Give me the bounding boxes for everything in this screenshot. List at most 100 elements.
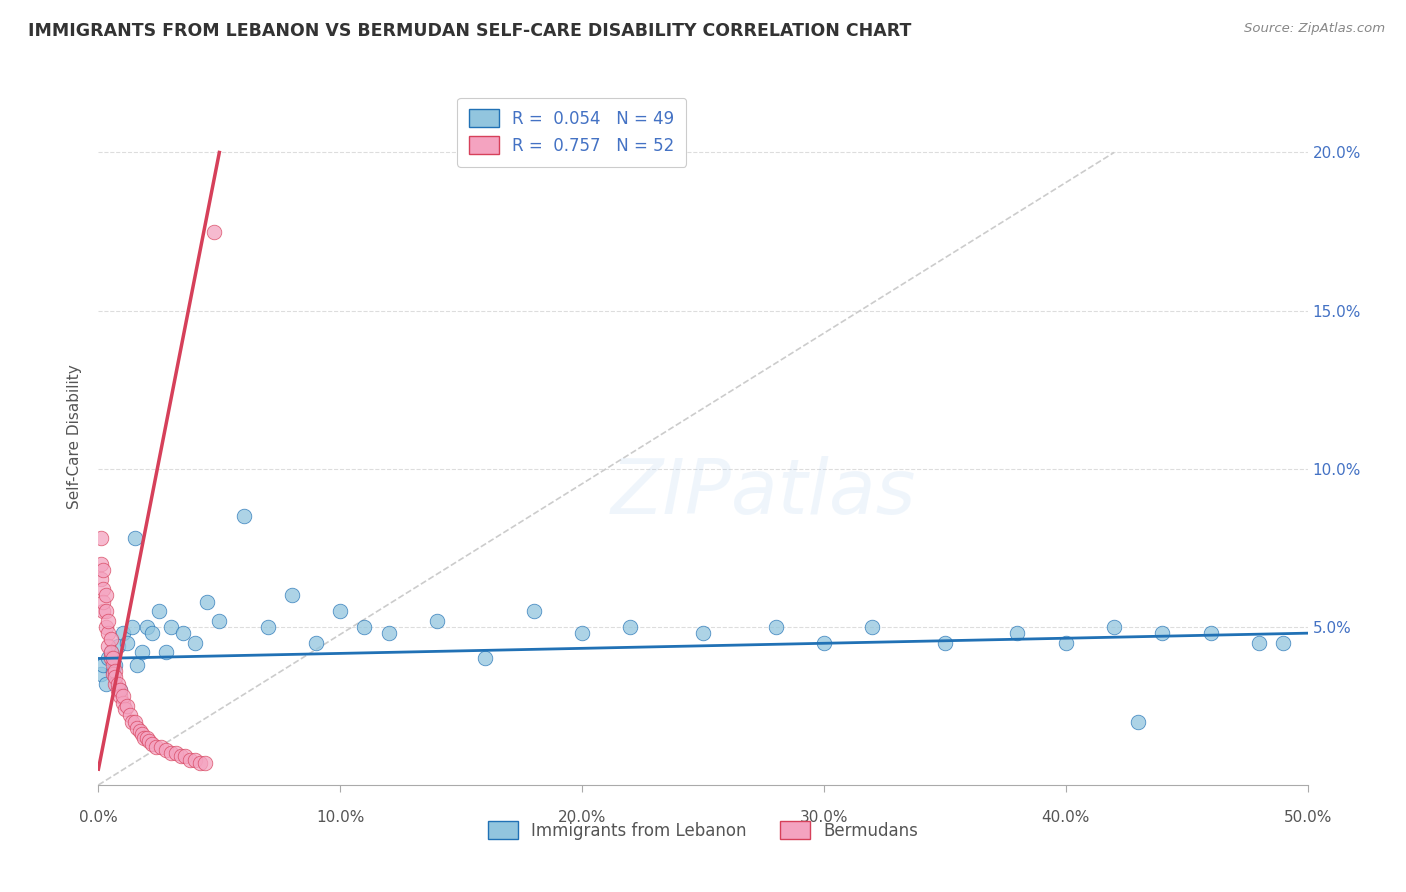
Point <box>813 635 835 649</box>
Text: Source: ZipAtlas.com: Source: ZipAtlas.com <box>1244 22 1385 36</box>
Point <box>174 749 197 764</box>
Point <box>232 509 254 524</box>
Point <box>127 721 149 735</box>
Point <box>121 714 143 729</box>
Text: ZIPatlas: ZIPatlas <box>610 456 917 530</box>
Text: 30.0%: 30.0% <box>800 810 848 825</box>
Point <box>1128 714 1150 729</box>
Point <box>100 632 122 647</box>
Point <box>107 683 129 698</box>
Point <box>135 731 157 745</box>
Point <box>131 727 153 741</box>
Point <box>90 531 112 545</box>
Point <box>134 731 156 745</box>
Point <box>165 747 187 761</box>
Point <box>305 635 328 649</box>
Point <box>155 645 177 659</box>
Point <box>160 747 183 761</box>
Point <box>107 639 129 653</box>
Point <box>94 677 117 691</box>
Point <box>97 626 120 640</box>
Point <box>108 690 131 704</box>
Point <box>150 739 173 754</box>
Point <box>765 620 787 634</box>
Point <box>160 620 183 634</box>
Point <box>100 645 122 659</box>
Point <box>934 635 956 649</box>
Point <box>91 604 114 618</box>
Point <box>131 645 153 659</box>
Point <box>184 635 207 649</box>
Point <box>101 651 124 665</box>
Point <box>138 733 160 747</box>
Point <box>377 626 399 640</box>
Point <box>111 626 134 640</box>
Point <box>91 582 114 596</box>
Point <box>426 614 449 628</box>
Point <box>104 664 127 678</box>
Point <box>94 588 117 602</box>
Point <box>90 667 112 681</box>
Point <box>97 614 120 628</box>
Point <box>90 557 112 571</box>
Point <box>91 594 114 608</box>
Point <box>121 620 143 634</box>
Point <box>571 626 593 640</box>
Point <box>179 753 201 767</box>
Point <box>194 756 217 770</box>
Point <box>1054 635 1077 649</box>
Text: 20.0%: 20.0% <box>558 810 606 825</box>
Point <box>124 531 146 545</box>
Point <box>118 708 141 723</box>
Point <box>128 724 150 739</box>
Point <box>188 756 211 770</box>
Point <box>124 714 146 729</box>
Point <box>169 749 191 764</box>
Point <box>474 651 496 665</box>
Point <box>101 657 124 672</box>
Point <box>195 594 218 608</box>
Point <box>97 651 120 665</box>
Point <box>90 573 112 587</box>
Point <box>184 753 207 767</box>
Point <box>148 604 170 618</box>
Point <box>91 563 114 577</box>
Point <box>104 677 127 691</box>
Point <box>204 225 226 239</box>
Point <box>107 677 129 691</box>
Y-axis label: Self-Care Disability: Self-Care Disability <box>67 365 83 509</box>
Text: 10.0%: 10.0% <box>316 810 364 825</box>
Point <box>108 683 131 698</box>
Point <box>1272 635 1295 649</box>
Point <box>108 683 131 698</box>
Text: 40.0%: 40.0% <box>1042 810 1090 825</box>
Text: IMMIGRANTS FROM LEBANON VS BERMUDAN SELF-CARE DISABILITY CORRELATION CHART: IMMIGRANTS FROM LEBANON VS BERMUDAN SELF… <box>28 22 911 40</box>
Point <box>1249 635 1271 649</box>
Point <box>101 667 124 681</box>
Point <box>281 588 304 602</box>
Point <box>155 743 177 757</box>
Point <box>353 620 375 634</box>
Point <box>117 698 139 713</box>
Point <box>97 639 120 653</box>
Text: 0.0%: 0.0% <box>79 810 118 825</box>
Text: 50.0%: 50.0% <box>1284 810 1331 825</box>
Point <box>523 604 546 618</box>
Point <box>91 657 114 672</box>
Point <box>127 657 149 672</box>
Point <box>100 645 122 659</box>
Point <box>104 670 127 684</box>
Point <box>256 620 278 634</box>
Point <box>1152 626 1174 640</box>
Point <box>104 657 127 672</box>
Point <box>172 626 194 640</box>
Point <box>111 696 134 710</box>
Point <box>94 620 117 634</box>
Point <box>208 614 231 628</box>
Point <box>860 620 883 634</box>
Point <box>141 626 163 640</box>
Point <box>145 739 167 754</box>
Point <box>1007 626 1029 640</box>
Point <box>141 737 163 751</box>
Point <box>692 626 714 640</box>
